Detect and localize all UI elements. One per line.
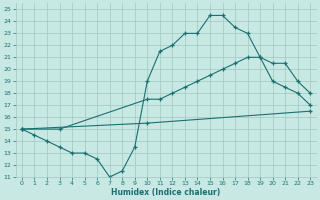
X-axis label: Humidex (Indice chaleur): Humidex (Indice chaleur) (111, 188, 221, 197)
